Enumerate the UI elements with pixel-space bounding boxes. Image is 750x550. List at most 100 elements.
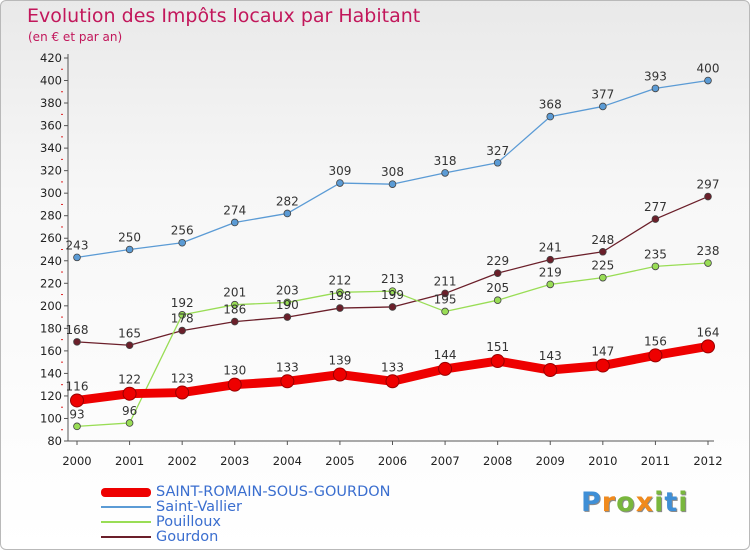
data-point (73, 338, 81, 346)
y-tick-label: 360 (40, 119, 62, 133)
data-point (546, 112, 555, 121)
legend-swatch (101, 506, 151, 508)
y-tick-label: 140 (40, 366, 62, 380)
data-point (178, 311, 186, 319)
data-point (230, 218, 239, 227)
data-label: 123 (171, 372, 194, 386)
data-label: 377 (591, 87, 614, 101)
data-label: 147 (591, 345, 614, 359)
data-label: 248 (591, 233, 614, 247)
y-tick-label: 180 (40, 321, 62, 335)
data-label: 143 (539, 349, 562, 363)
data-label: 186 (223, 303, 246, 317)
data-point (283, 298, 292, 307)
data-point (388, 303, 397, 311)
data-label: 93 (69, 407, 84, 421)
data-point (227, 377, 242, 392)
data-point (230, 300, 239, 309)
data-point (175, 385, 190, 400)
data-label: 229 (486, 254, 509, 268)
data-point (493, 296, 502, 304)
data-label: 201 (223, 286, 246, 300)
data-label: 212 (328, 273, 351, 287)
data-point (599, 247, 607, 256)
x-tick-label: 2005 (325, 454, 354, 468)
data-label: 190 (276, 298, 299, 312)
y-tick-label: 120 (40, 389, 62, 403)
y-tick-label: 100 (40, 411, 62, 425)
data-label: 139 (328, 354, 351, 368)
data-point (280, 374, 295, 389)
data-label: 368 (539, 98, 562, 112)
y-tick-label: 240 (40, 254, 62, 268)
data-point (599, 102, 607, 111)
data-point (651, 262, 660, 271)
data-label: 195 (434, 292, 457, 306)
data-label: 213 (381, 272, 404, 286)
data-point (490, 354, 505, 369)
data-point (283, 313, 292, 321)
x-tick-label: 2011 (641, 454, 670, 468)
data-label: 393 (644, 69, 667, 83)
data-label: 277 (644, 200, 667, 214)
data-label: 235 (644, 247, 667, 261)
data-point (599, 273, 607, 282)
data-point (546, 255, 555, 264)
legend-label: Pouilloux (156, 514, 222, 530)
logo-letter: P (581, 487, 602, 518)
data-point (283, 209, 292, 218)
x-tick-label: 2002 (168, 454, 197, 468)
y-tick-label: 280 (40, 209, 62, 223)
data-label: 164 (697, 325, 720, 339)
proxiti-logo: Proxiti (581, 487, 689, 518)
y-tick-label: 220 (40, 276, 62, 290)
data-label: 243 (66, 238, 89, 252)
data-point (336, 179, 344, 187)
chart-axes: 80 100 120 140 160 180 200 220 240 260 280 300 320 34… (40, 51, 723, 468)
x-tick-label: 2008 (483, 454, 512, 468)
x-tick-label: 2000 (62, 454, 91, 468)
data-point (441, 169, 449, 177)
y-tick-label: 160 (40, 344, 62, 358)
data-point (651, 84, 660, 93)
x-tick-label: 2009 (536, 454, 565, 468)
data-label: 165 (118, 326, 141, 340)
data-label: 238 (697, 244, 720, 258)
legend-label: Gourdon (156, 529, 219, 545)
data-label: 122 (118, 373, 141, 387)
y-tick-label: 300 (40, 186, 62, 200)
data-point (546, 280, 555, 289)
legend-swatch (101, 536, 151, 538)
data-label: 256 (171, 224, 194, 238)
data-point (493, 158, 502, 167)
data-point (388, 180, 397, 188)
data-point (73, 253, 81, 262)
data-label: 156 (644, 334, 667, 348)
data-label: 178 (171, 312, 194, 326)
data-point (388, 287, 397, 295)
data-point (73, 422, 81, 431)
data-point (125, 341, 134, 350)
data-label: 203 (276, 283, 299, 297)
data-point (648, 348, 663, 363)
line-chart: 80 100 120 140 160 180 200 220 240 260 280 300 320 34… (40, 51, 723, 468)
data-point (651, 215, 660, 223)
chart-data-labels: 168 165 178 186 190 198 199 211 229 241 248 277 297 9… (66, 62, 720, 422)
logo-letter: x (635, 487, 655, 518)
data-point (704, 76, 712, 85)
legend-label: Saint-Vallier (156, 499, 243, 515)
data-label: 400 (697, 62, 720, 76)
data-label: 309 (328, 164, 351, 178)
data-label: 308 (381, 165, 404, 179)
data-point (543, 363, 558, 378)
data-point (441, 307, 449, 316)
data-point (332, 367, 347, 382)
data-label: 274 (223, 203, 246, 217)
data-point (441, 289, 449, 298)
y-tick-label: 340 (40, 141, 62, 155)
data-label: 211 (434, 274, 457, 288)
chart-title: Evolution des Impôts locaux par Habitant (27, 5, 421, 27)
x-tick-label: 2003 (220, 454, 249, 468)
data-label: 282 (276, 194, 299, 208)
